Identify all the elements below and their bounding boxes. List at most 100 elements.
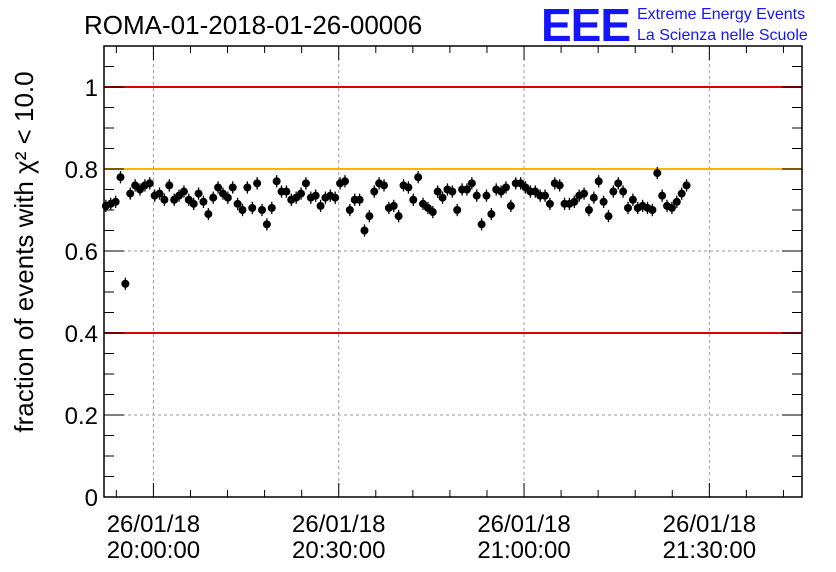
x-tick-date-label: 26/01/18 [292,511,385,538]
data-point [248,203,257,212]
eee-logo: EEE Extreme Energy Events La Scienza nel… [541,0,808,51]
data-point [209,193,218,202]
data-point [340,177,349,186]
data-point [482,191,491,200]
data-point [199,197,208,206]
data-point [609,187,618,196]
data-point [487,210,496,219]
data-point [165,181,174,190]
data-point [360,226,369,235]
data-point [126,189,135,198]
data-point [404,183,413,192]
x-tick-date-label: 26/01/18 [107,511,200,538]
data-point [233,199,242,208]
data-point [238,206,247,214]
x-tick-date-label: 26/01/18 [663,511,756,538]
eee-logo-line1: Extreme Energy Events [637,6,805,23]
data-point [282,187,291,196]
data-point [365,212,374,221]
data-point [253,179,262,188]
x-tick-time-label: 20:30:00 [292,537,385,564]
data-point [394,212,403,221]
data-point [316,201,325,210]
data-point [272,177,281,186]
y-tick-label: 0.8 [65,157,98,184]
data-point [599,197,608,206]
data-point [467,179,476,188]
data-point [301,179,310,188]
data-point [619,187,628,196]
data-point [472,191,481,200]
data-point [428,208,437,217]
plot-frame [103,45,803,498]
data-point [658,191,667,200]
data-point [433,187,442,196]
y-axis-label: fraction of events with χ² < 10.0 [9,71,39,432]
data-point [223,193,232,202]
data-point [121,279,130,288]
x-tick-time-label: 21:30:00 [663,537,756,564]
plot-area: 00.20.40.60.8126/01/1820:00:0026/01/1820… [65,45,803,564]
data-point [570,197,579,206]
data-point [628,195,637,204]
data-point [204,210,213,219]
data-point [506,201,515,210]
data-point [155,189,164,198]
data-point [648,206,657,214]
x-tick-time-label: 20:00:00 [107,537,200,564]
y-tick-label: 0.2 [65,403,98,430]
data-point [355,195,364,204]
data-point [672,197,681,206]
data-point [345,206,354,214]
data-point [462,185,471,194]
data-point [623,203,632,212]
data-point [667,203,676,212]
data-point [541,191,550,200]
data-point [604,212,613,221]
data-point [297,189,306,198]
data-point [453,206,462,214]
data-point [160,195,169,204]
data-point [501,183,510,192]
data-point [331,193,340,202]
eee-logo-line2: La Scienza nelle Scuole [637,27,808,44]
data-point [258,206,267,214]
x-tick-time-label: 21:00:00 [477,537,570,564]
data-point [380,181,389,190]
data-point [214,183,223,192]
chart-title: ROMA-01-2018-01-26-00006 [84,10,422,40]
data-point [555,181,564,190]
data-point [580,189,589,198]
data-point [653,169,662,178]
data-point [145,179,154,188]
data-point [409,195,418,204]
data-point [438,193,447,202]
data-point [545,199,554,208]
data-point [179,187,188,196]
data-point [414,173,423,182]
data-point [243,183,252,192]
data-point [194,189,203,198]
data-point [477,220,486,229]
y-tick-label: 0.6 [65,239,98,266]
data-point [677,189,686,198]
y-tick-label: 0 [85,485,98,512]
data-point [228,183,237,192]
data-point [267,203,276,212]
data-point [262,220,271,229]
data-point [111,197,120,206]
data-point [116,173,125,182]
y-tick-label: 1 [85,75,98,102]
data-point [682,181,691,190]
data-point [370,187,379,196]
data-point [594,177,603,186]
data-point [389,201,398,210]
y-tick-label: 0.4 [65,321,98,348]
data-point [614,179,623,188]
data-point [589,193,598,202]
data-point [448,187,457,196]
x-tick-date-label: 26/01/18 [477,511,570,538]
data-point [189,199,198,208]
eee-logo-mark: EEE [541,0,630,51]
